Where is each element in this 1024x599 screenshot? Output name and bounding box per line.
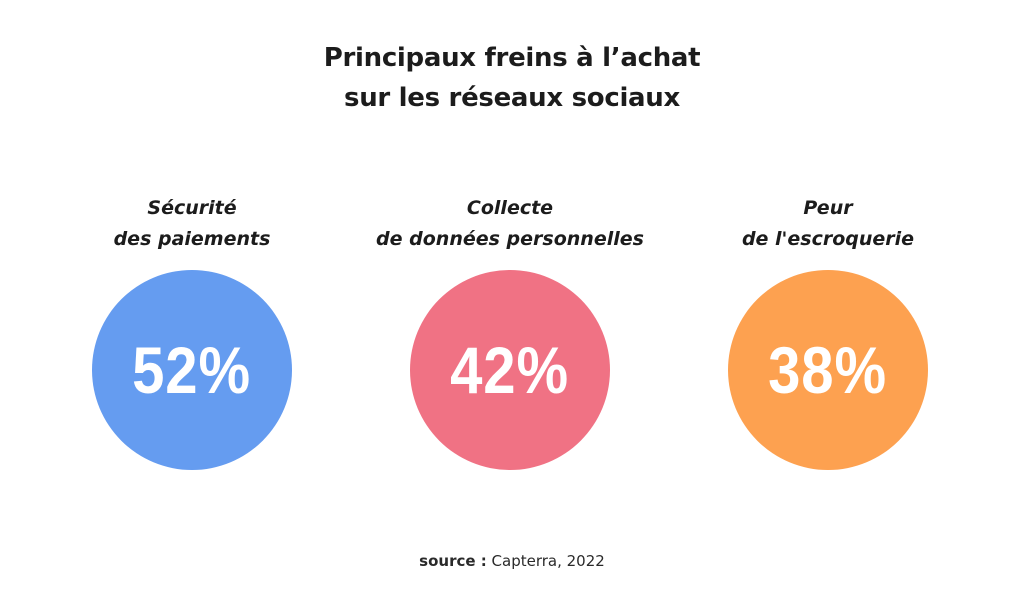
stat-label-line-2: de données personnelles <box>376 228 644 250</box>
chart-title-line-2: sur les réseaux sociaux <box>344 83 680 113</box>
stat-label: Peur de l'escroquerie <box>668 193 988 255</box>
stat-circle: 38% <box>728 270 928 470</box>
stat-circle: 52% <box>92 270 292 470</box>
stat-item-securite: Sécurité des paiements <box>32 193 352 255</box>
stat-value: 52% <box>132 333 252 407</box>
stat-label-line-2: de l'escroquerie <box>741 228 915 250</box>
stat-label-line-1: Collecte <box>466 197 554 219</box>
source-text: Capterra, 2022 <box>491 552 605 570</box>
stat-label: Sécurité des paiements <box>32 193 352 255</box>
stat-item-collecte: Collecte de données personnelles <box>350 193 670 255</box>
stat-label: Collecte de données personnelles <box>350 193 670 255</box>
stat-label-line-1: Sécurité <box>147 197 237 219</box>
source-label: source : <box>419 552 487 570</box>
stat-label-line-1: Peur <box>803 197 853 219</box>
stat-circle: 42% <box>410 270 610 470</box>
stat-value: 38% <box>768 333 888 407</box>
stat-item-escroquerie: Peur de l'escroquerie <box>668 193 988 255</box>
chart-title-line-1: Principaux freins à l’achat <box>323 43 701 73</box>
chart-title: Principaux freins à l’achat sur les rése… <box>0 38 1024 118</box>
source-note: source : Capterra, 2022 <box>0 552 1024 570</box>
stat-value: 42% <box>450 333 570 407</box>
stat-label-line-2: des paiements <box>113 228 271 250</box>
